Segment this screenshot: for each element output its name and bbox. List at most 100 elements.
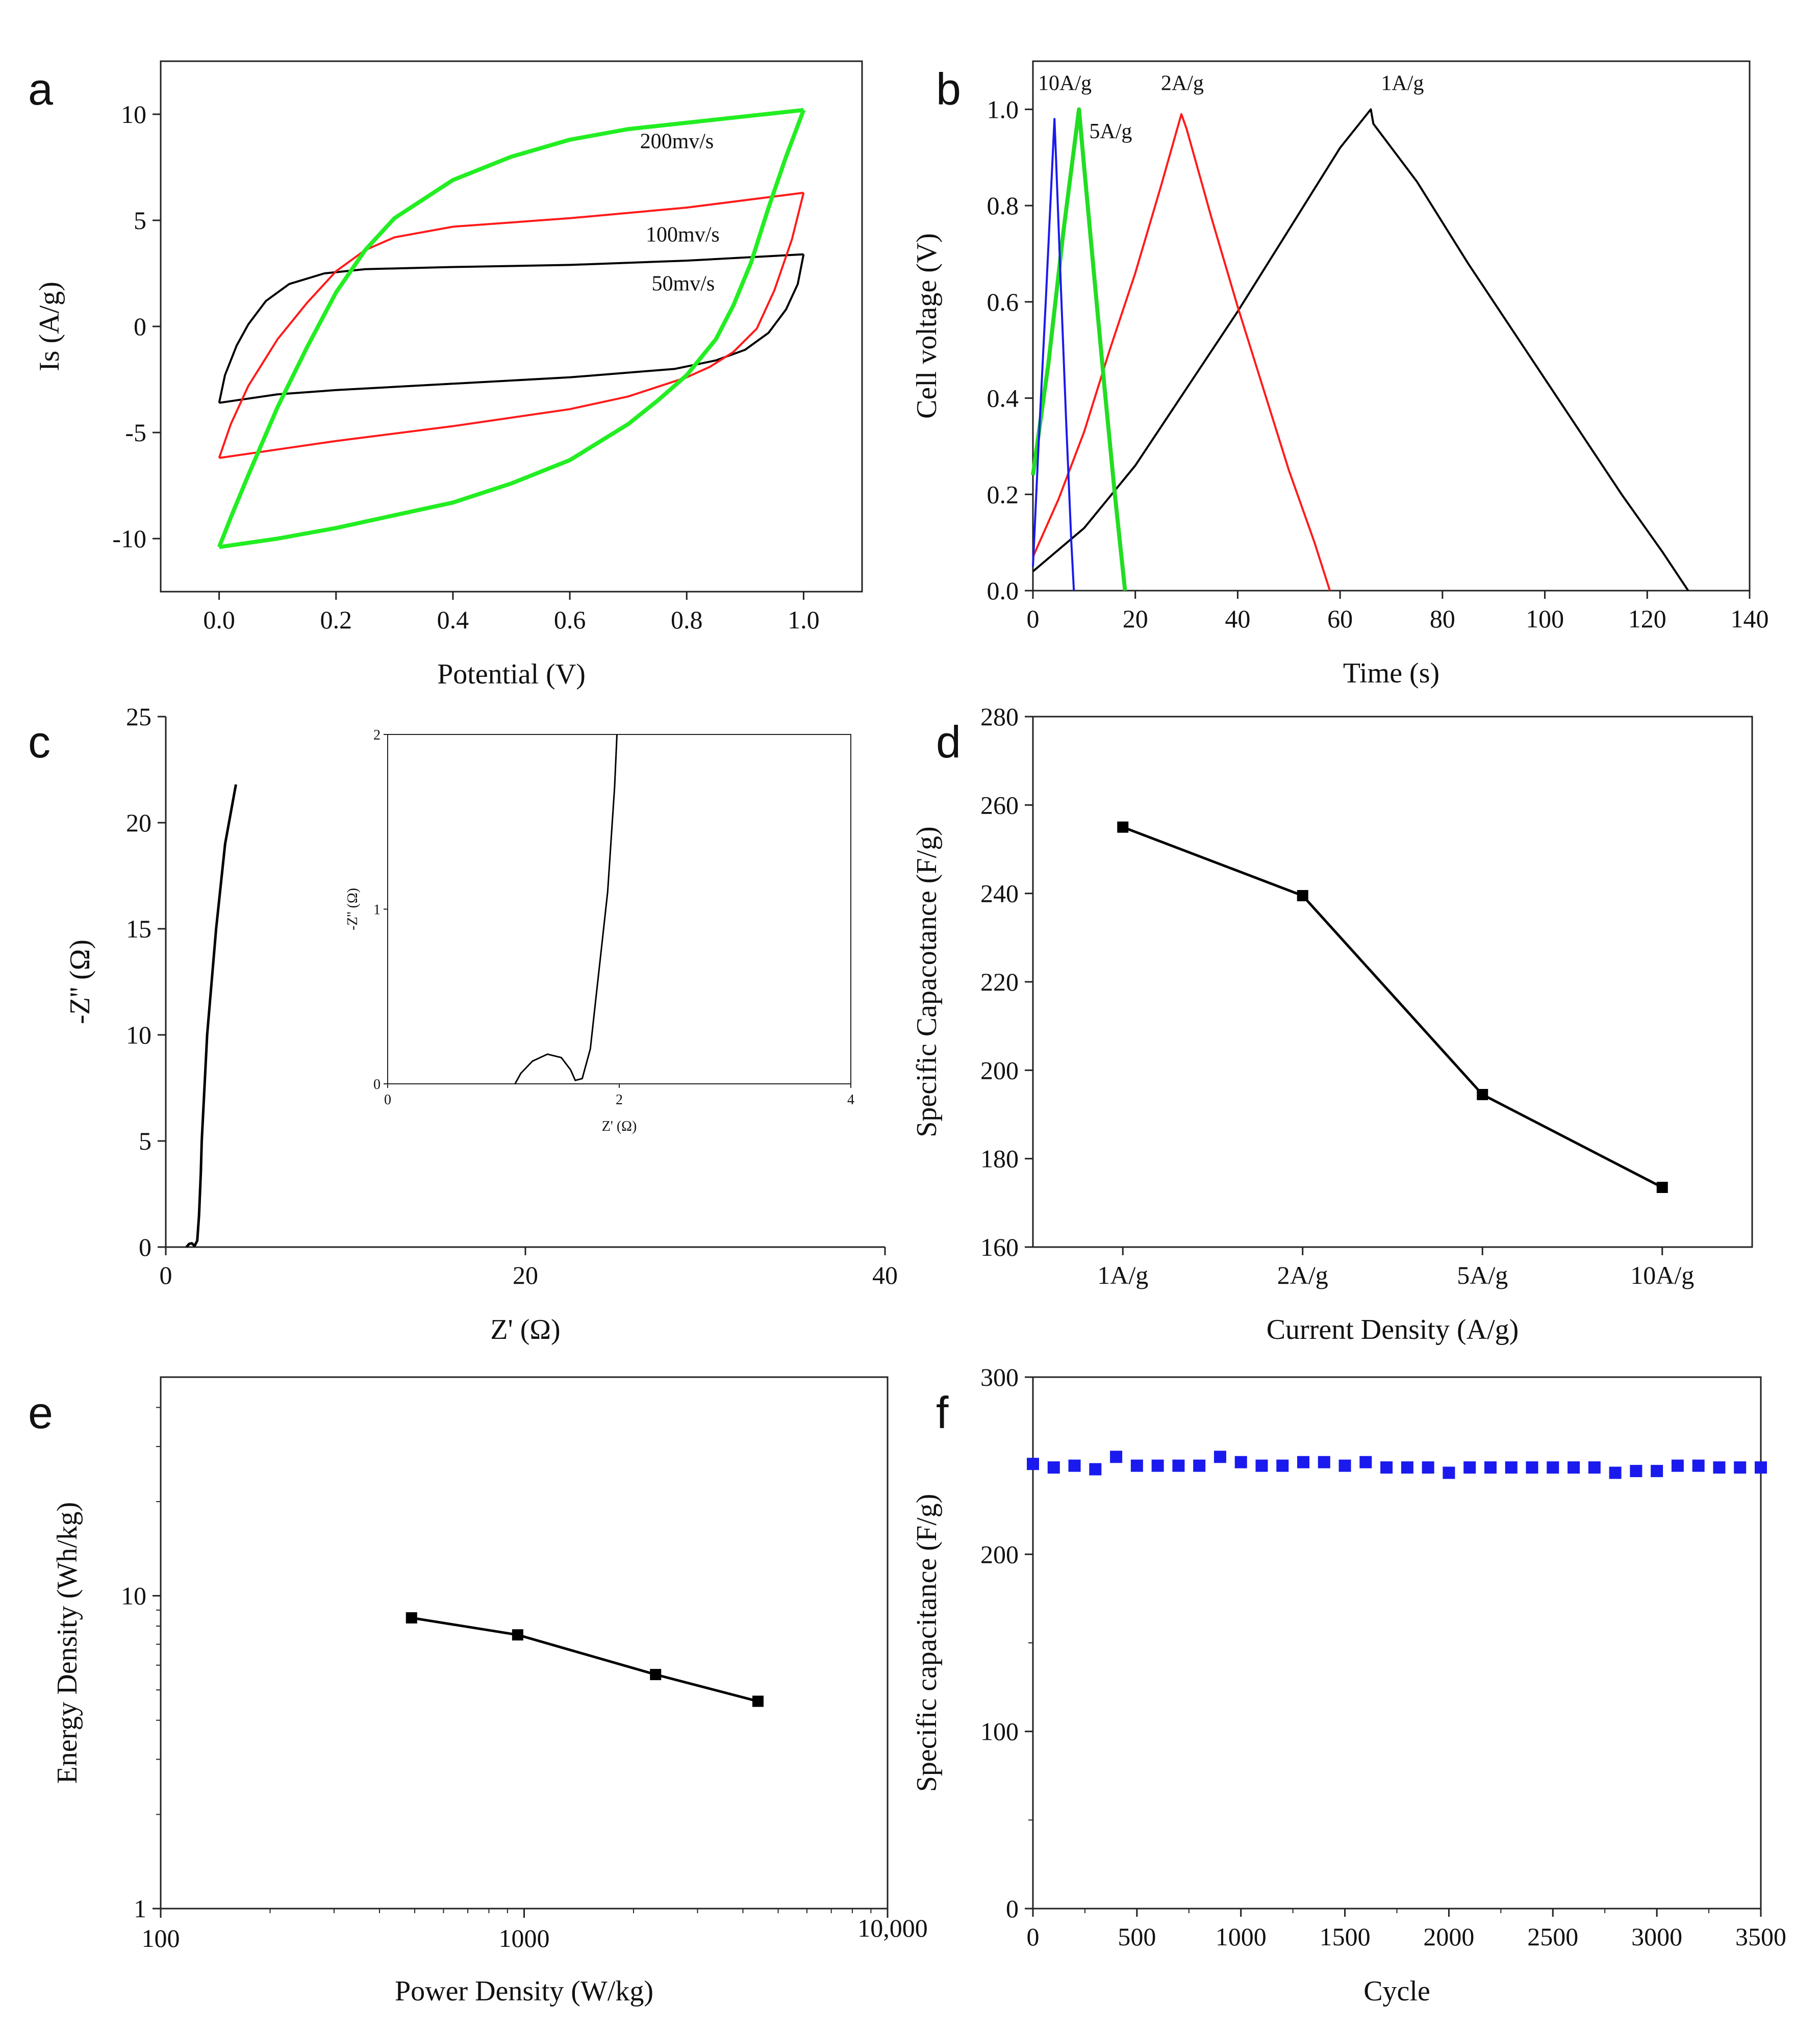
annotation-label: 5A/g — [1089, 120, 1132, 143]
cycle-point — [1588, 1461, 1601, 1474]
y-tick-label-b: 0.2 — [987, 480, 1019, 509]
x-tick-label-a: 0.6 — [554, 605, 586, 634]
inset-x-tick-label: 0 — [384, 1092, 391, 1108]
y-tick-label-b: 0.8 — [987, 191, 1019, 220]
nyquist-inset: 0 2 4 0 1 2 Z' (Ω) -Z'' (Ω) — [345, 727, 854, 1134]
cycle-point — [1713, 1461, 1726, 1474]
x-tick-label-f: 3000 — [1631, 1922, 1682, 1951]
cv-curve-reverse-100mv-s — [219, 192, 805, 459]
cycle-point — [1027, 1458, 1039, 1470]
plot-frame-e — [160, 1376, 889, 1910]
inset-x-tick-label: 2 — [616, 1092, 623, 1108]
cycle-point — [1172, 1459, 1185, 1472]
inset-y-tick-label: 2 — [373, 727, 381, 743]
inset-frame — [387, 734, 851, 1084]
cycle-point — [1671, 1459, 1684, 1472]
ragone-point — [406, 1612, 417, 1623]
y-axis-label-a: Is (A/g) — [34, 282, 65, 371]
x-tick-label-b: 40 — [1225, 604, 1250, 633]
cycle-point — [1255, 1459, 1268, 1472]
x-tick-label-f: 0 — [1027, 1922, 1040, 1951]
ragone-line — [411, 1616, 759, 1703]
x-tick-label-f: 1000 — [1216, 1922, 1267, 1951]
panel-letter-d: d — [936, 717, 961, 767]
cycle-point — [1359, 1456, 1372, 1468]
y-tick-label-b: 0.0 — [987, 576, 1019, 605]
y-tick-label-a: 10 — [121, 100, 146, 129]
y-tick-label-d: 160 — [980, 1233, 1019, 1261]
inset-x-axis-label: Z' (Ω) — [602, 1119, 637, 1134]
cycle-point — [1443, 1466, 1455, 1479]
cv-curve-reverse-50mv-s — [219, 254, 805, 404]
y-tick-label-a: 0 — [134, 312, 146, 341]
panel-letter-a: a — [28, 64, 53, 114]
cycle-point — [1568, 1461, 1580, 1474]
y-axis-label-f: Specific capacitance (F/g) — [911, 1494, 943, 1792]
cycle-point — [1318, 1456, 1330, 1468]
y-tick-label-b: 1.0 — [987, 95, 1019, 123]
capacitance-point — [1656, 1182, 1668, 1193]
y-tick-label-c: 15 — [126, 915, 151, 943]
y-tick-label-f: 100 — [980, 1717, 1019, 1746]
inset-y-tick-label: 0 — [373, 1077, 381, 1093]
annotation-label: 10A/g — [1038, 72, 1092, 95]
x-tick-label-c: 20 — [513, 1261, 538, 1289]
gcd-curve-10A-g — [1032, 118, 1075, 591]
y-tick-label-d: 260 — [980, 791, 1019, 819]
cycle-point — [1193, 1459, 1206, 1472]
cycle-point — [1422, 1461, 1434, 1474]
y-axis-label-e: Energy Density (Wh/kg) — [52, 1502, 83, 1784]
gcd-curve-2A-g — [1032, 113, 1331, 591]
cycle-point — [1089, 1463, 1102, 1476]
x-tick-label-b: 100 — [1526, 604, 1564, 633]
cycle-point — [1547, 1461, 1559, 1474]
y-tick-label-e: 1 — [134, 1894, 146, 1923]
gcd-curve-5A-g — [1031, 107, 1127, 591]
y-tick-label-a: -5 — [125, 418, 146, 447]
x-tick-label-f: 1500 — [1320, 1922, 1371, 1951]
y-tick-label-d: 280 — [980, 702, 1019, 731]
cycle-point — [1068, 1459, 1081, 1472]
x-axis-label-b: Time (s) — [1343, 657, 1439, 689]
y-axis-label-d: Specific Capacotance (F/g) — [911, 826, 943, 1137]
cycle-point — [1463, 1461, 1476, 1474]
chart-panel-e: e 100 1000 10,000 1 10 Power Density (W/kg) Ene… — [28, 1376, 928, 2007]
y-tick-label-f: 300 — [980, 1363, 1019, 1391]
x-tick-label-a: 1.0 — [788, 605, 820, 634]
x-axis-label-e: Power Density (W/kg) — [395, 1975, 653, 2007]
y-axis-label-c: -Z'' (Ω) — [64, 940, 96, 1024]
x-tick-label-c: 40 — [872, 1261, 898, 1289]
x-tick-label-f: 3500 — [1735, 1922, 1786, 1951]
cycle-point — [1692, 1459, 1705, 1472]
x-axis-label-c: Z' (Ω) — [490, 1314, 560, 1345]
panel-letter-b: b — [936, 64, 961, 114]
x-tick-label-e: 10,000 — [857, 1914, 928, 1942]
plot-frame-f — [1032, 1376, 1762, 1910]
x-tick-label-b: 120 — [1628, 604, 1666, 633]
y-tick-label-f: 200 — [980, 1540, 1019, 1568]
x-tick-label-b: 60 — [1327, 604, 1353, 633]
plot-frame-d — [1032, 716, 1753, 1248]
annotation-label: 50mv/s — [652, 272, 715, 295]
y-tick-label-e: 10 — [121, 1582, 146, 1610]
x-tick-label-f: 2500 — [1527, 1922, 1578, 1951]
x-tick-label-d: 5A/g — [1457, 1261, 1508, 1289]
cycle-point — [1401, 1461, 1413, 1474]
y-tick-label-c: 20 — [126, 808, 151, 837]
cycle-point — [1047, 1461, 1060, 1474]
x-tick-label-c: 0 — [160, 1261, 172, 1289]
panel-letter-c: c — [28, 717, 50, 767]
x-tick-label-e: 1000 — [499, 1924, 550, 1952]
cycle-point — [1110, 1451, 1123, 1463]
cycle-point — [1276, 1459, 1289, 1472]
y-tick-label-c: 10 — [126, 1021, 151, 1049]
cv-curve-forward-50mv-s — [218, 253, 804, 403]
x-axis-label-d: Current Density (A/g) — [1267, 1314, 1519, 1345]
inset-y-axis-label: -Z'' (Ω) — [345, 888, 361, 930]
inset-y-tick-label: 1 — [373, 902, 381, 918]
x-tick-label-b: 140 — [1731, 604, 1769, 633]
plot-frame-b — [1032, 60, 1751, 592]
y-tick-label-a: 5 — [134, 206, 146, 235]
x-tick-label-a: 0.2 — [320, 605, 352, 634]
